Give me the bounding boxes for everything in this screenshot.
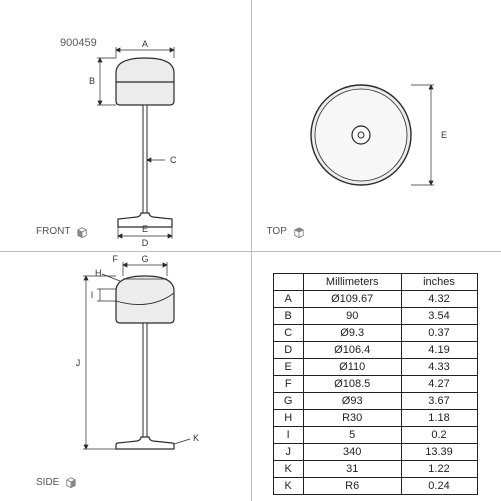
cell-mm: R6 (303, 477, 401, 494)
dim-e-top: E (441, 130, 447, 140)
view-label-side: SIDE (36, 475, 78, 489)
view-label-text: FRONT (36, 226, 70, 237)
cell-key: I (273, 426, 303, 443)
dim-c: C (170, 155, 177, 165)
cell-inch: 4.19 (401, 341, 477, 358)
table-header-row: Millimeters inches (273, 273, 477, 290)
cell-mm: Ø109.67 (303, 290, 401, 307)
view-label-front: FRONT (36, 225, 89, 239)
cell-key: K (273, 460, 303, 477)
cell-inch: 1.22 (401, 460, 477, 477)
dim-h: H (95, 268, 102, 278)
cell-inch: 3.54 (401, 307, 477, 324)
cube-icon (292, 225, 306, 239)
cell-mm: Ø106.4 (303, 341, 401, 358)
col-mm: Millimeters (303, 273, 401, 290)
cell-key: C (273, 324, 303, 341)
cell-inch: 4.33 (401, 358, 477, 375)
cell-mm: 90 (303, 307, 401, 324)
quadrant-table: Millimeters inches AØ109.674.32B903.54CØ… (251, 251, 501, 501)
layout-grid: 900459 A (0, 0, 501, 501)
cell-inch: 0.2 (401, 426, 477, 443)
table-row: KR60.24 (273, 477, 477, 494)
cell-key: E (273, 358, 303, 375)
cell-mm: R30 (303, 409, 401, 426)
cell-inch: 3.67 (401, 392, 477, 409)
cell-mm: 31 (303, 460, 401, 477)
cell-inch: 13.39 (401, 443, 477, 460)
cube-icon (75, 225, 89, 239)
table-row: AØ109.674.32 (273, 290, 477, 307)
cell-mm: Ø110 (303, 358, 401, 375)
dim-f: F (113, 254, 119, 264)
table-row: GØ933.67 (273, 392, 477, 409)
dim-j: J (76, 358, 81, 368)
dimensions-table: Millimeters inches AØ109.674.32B903.54CØ… (273, 273, 478, 495)
table-row: I50.2 (273, 426, 477, 443)
cell-key: H (273, 409, 303, 426)
top-view-drawing: E (251, 0, 501, 250)
dim-d: D (142, 238, 149, 248)
cell-inch: 1.18 (401, 409, 477, 426)
table-row: B903.54 (273, 307, 477, 324)
cell-key: B (273, 307, 303, 324)
dim-g: G (141, 254, 148, 264)
cell-mm: Ø9.3 (303, 324, 401, 341)
table-row: DØ106.44.19 (273, 341, 477, 358)
dim-e: E (142, 224, 148, 234)
table-row: J34013.39 (273, 443, 477, 460)
dim-i: I (91, 290, 94, 300)
cell-mm: Ø93 (303, 392, 401, 409)
table-row: EØ1104.33 (273, 358, 477, 375)
table-row: HR301.18 (273, 409, 477, 426)
cube-icon (64, 475, 78, 489)
cell-inch: 4.27 (401, 375, 477, 392)
dim-b: B (89, 76, 95, 86)
table-row: K311.22 (273, 460, 477, 477)
view-label-top: TOP (267, 225, 306, 239)
dim-a: A (142, 39, 148, 49)
cell-key: F (273, 375, 303, 392)
side-view-drawing: H G F I (0, 251, 250, 501)
col-inch: inches (401, 273, 477, 290)
cell-key: J (273, 443, 303, 460)
table-row: FØ108.54.27 (273, 375, 477, 392)
quadrant-top: E TOP (251, 0, 501, 251)
cell-inch: 0.24 (401, 477, 477, 494)
cell-key: D (273, 341, 303, 358)
view-label-text: TOP (267, 226, 287, 237)
cell-mm: Ø108.5 (303, 375, 401, 392)
dim-k: K (193, 433, 199, 443)
cell-key: G (273, 392, 303, 409)
cell-mm: 340 (303, 443, 401, 460)
front-view-drawing: A B C D (0, 0, 250, 250)
cell-key: K (273, 477, 303, 494)
cell-inch: 4.32 (401, 290, 477, 307)
cell-mm: 5 (303, 426, 401, 443)
col-key (273, 273, 303, 290)
cell-key: A (273, 290, 303, 307)
cell-inch: 0.37 (401, 324, 477, 341)
view-label-text: SIDE (36, 477, 59, 488)
quadrant-side: H G F I (0, 251, 251, 501)
table-row: CØ9.30.37 (273, 324, 477, 341)
quadrant-front: 900459 A (0, 0, 251, 251)
